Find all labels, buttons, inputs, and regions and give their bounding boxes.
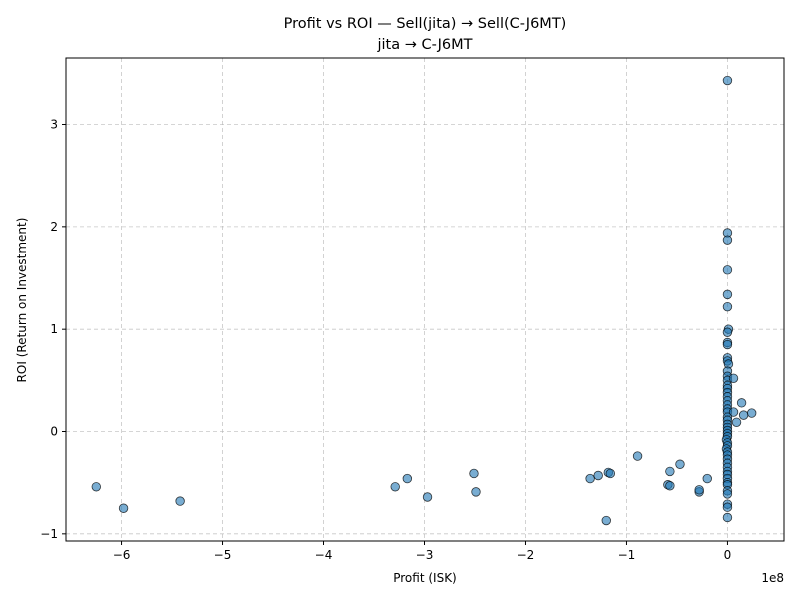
chart-title: Profit vs ROI — Sell(jita) → Sell(C-J6MT… [284,16,567,32]
data-point [665,466,675,477]
data-point [736,398,747,408]
data-point [118,503,129,513]
data-point [722,489,733,499]
grid-lines [66,58,784,541]
y-axis-label: ROI (Return on Investment) [15,218,29,383]
x-tick-label: −3 [416,548,434,562]
x-tick-label: −5 [214,548,232,562]
data-point [728,373,739,383]
x-axis-label: Profit (ISK) [393,571,457,585]
y-tick-label: −1 [40,527,58,541]
axis-ticks: −6 −5 −4 −3 −2 −1 0 −1 0 1 2 3 [40,118,731,562]
data-points [91,75,757,526]
data-point [402,473,413,484]
chart-subtitle: jita → C-J6MT [376,37,472,53]
data-point [722,327,733,337]
data-point [722,339,733,350]
data-point [722,75,733,86]
x-tick-label: 0 [724,548,732,562]
data-point [694,485,704,495]
data-point [675,459,685,469]
data-point [731,417,742,427]
data-point [605,468,616,479]
y-tick-label: 0 [50,425,58,439]
data-point [175,496,185,506]
data-point [722,235,733,245]
plot-frame [65,57,785,542]
x-tick-label: −1 [618,548,636,562]
data-point [746,408,757,418]
data-point [390,482,400,492]
data-point [593,470,603,481]
data-point [722,301,733,312]
x-axis-scale-label: 1e8 [761,571,784,585]
x-tick-label: −6 [113,548,131,562]
data-point [728,407,739,417]
data-point [702,473,712,484]
y-tick-label: 1 [50,322,58,336]
data-point [722,289,733,300]
y-tick-label: 3 [50,118,58,132]
data-point [722,265,733,275]
x-tick-label: −4 [315,548,333,562]
data-point [665,481,675,491]
data-point [91,482,101,492]
data-point [585,473,595,484]
y-tick-label: 2 [50,220,58,234]
data-point [722,502,733,512]
data-point [422,492,433,502]
data-point [738,410,749,420]
x-tick-label: −2 [517,548,535,562]
data-point [469,468,479,479]
data-point [471,487,481,497]
data-point [601,515,611,526]
data-point [722,512,733,523]
data-point [632,451,643,461]
